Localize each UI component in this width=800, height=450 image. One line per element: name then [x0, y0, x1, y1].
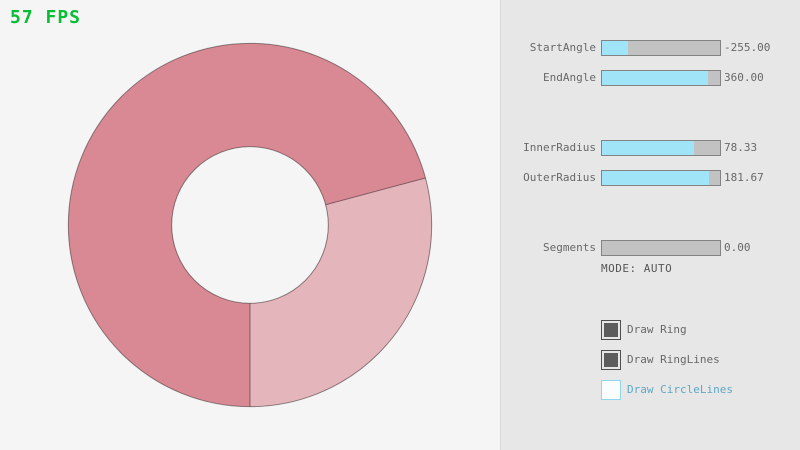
slider-value: 0.00: [724, 241, 751, 254]
slider-row: EndAngle 360.00: [501, 70, 800, 86]
checkbox-check-icon: [604, 383, 618, 397]
ring-chart: [67, 42, 433, 408]
checkbox-row: Draw RingLines: [501, 350, 800, 370]
fps-counter: 57 FPS: [10, 7, 82, 28]
slider-row: InnerRadius 78.33: [501, 140, 800, 156]
slider-label: Segments: [543, 241, 596, 254]
slider-fill: [602, 141, 695, 155]
checkbox-row: Draw CircleLines: [501, 380, 800, 400]
checkbox-label: Draw RingLines: [627, 353, 720, 366]
slider-bar[interactable]: [601, 70, 721, 86]
checkbox-check-icon: [604, 353, 618, 367]
slider-bar[interactable]: [601, 140, 721, 156]
checkbox[interactable]: [601, 380, 621, 400]
slider-value: 360.00: [724, 71, 764, 84]
slider-label: StartAngle: [529, 41, 596, 54]
slider-bar[interactable]: [601, 170, 721, 186]
checkbox-row: Draw Ring: [501, 320, 800, 340]
slider-label: InnerRadius: [523, 141, 596, 154]
slider-row: Segments 0.00: [501, 240, 800, 256]
slider-value: -255.00: [724, 41, 771, 54]
slider-label: EndAngle: [543, 71, 596, 84]
checkbox-label: Draw CircleLines: [627, 383, 733, 396]
checkbox[interactable]: [601, 320, 621, 340]
slider-fill: [602, 171, 710, 185]
slider-value: 78.33: [724, 141, 758, 154]
slider-fill: [602, 41, 628, 55]
slider-row: OuterRadius 181.67: [501, 170, 800, 186]
slider-row: StartAngle -255.00: [501, 40, 800, 56]
slider-bar[interactable]: [601, 40, 721, 56]
checkbox-check-icon: [604, 323, 618, 337]
slider-bar[interactable]: [601, 240, 721, 256]
checkbox-label: Draw Ring: [627, 323, 687, 336]
slider-fill: [602, 71, 709, 85]
mode-label: MODE: AUTO: [601, 262, 673, 275]
slider-value: 181.67: [724, 171, 764, 184]
slider-label: OuterRadius: [523, 171, 596, 184]
checkbox[interactable]: [601, 350, 621, 370]
control-panel: StartAngle -255.00 EndAngle 360.00 Inner…: [500, 0, 800, 450]
